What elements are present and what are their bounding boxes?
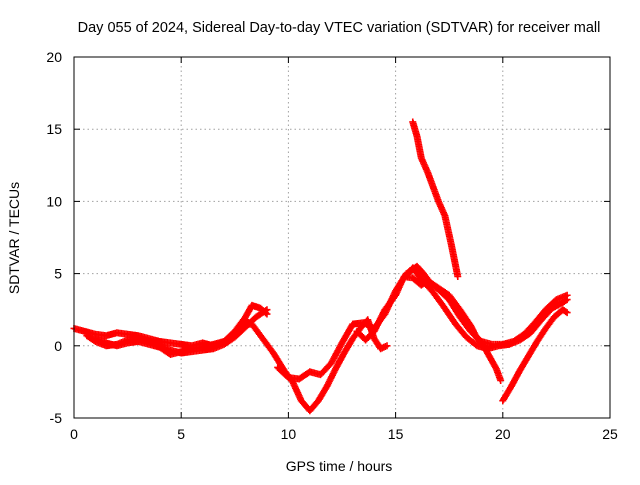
series-arc-3 — [91, 316, 254, 358]
data-point — [245, 319, 253, 327]
data-point — [383, 342, 391, 350]
data-point — [562, 297, 570, 305]
x-axis-label: GPS time / hours — [286, 458, 393, 474]
y-tick-label: -5 — [50, 410, 63, 426]
data-point — [563, 296, 571, 304]
ticks: 0 5 10 15 20 25 -5 0 5 10 15 20 — [46, 49, 618, 442]
x-tick-label: 5 — [177, 426, 185, 442]
x-tick-label: 25 — [602, 426, 618, 442]
y-tick-label: 10 — [46, 193, 62, 209]
data-point — [562, 308, 570, 316]
y-tick-label: 5 — [54, 266, 62, 282]
data-point — [262, 307, 270, 315]
data-point — [497, 376, 505, 384]
grid — [74, 57, 610, 418]
y-tick-label: 0 — [54, 338, 62, 354]
series-arc-7 — [400, 272, 505, 384]
x-tick-label: 15 — [388, 426, 404, 442]
y-axis-label: SDTVAR / TECUs — [6, 182, 22, 294]
x-tick-label: 10 — [281, 426, 297, 442]
x-tick-label: 20 — [495, 426, 511, 442]
plot-frame — [73, 56, 611, 419]
data-point — [563, 309, 571, 317]
y-tick-label: 15 — [46, 121, 62, 137]
y-tick-label: 20 — [46, 49, 62, 65]
data-layer — [70, 118, 571, 415]
data-point — [263, 306, 271, 314]
chart-title: Day 055 of 2024, Sidereal Day-to-day VTE… — [78, 20, 601, 36]
series-arc-9 — [499, 306, 571, 405]
data-point — [454, 272, 462, 280]
series-arc-8 — [409, 118, 462, 280]
x-tick-label: 0 — [70, 426, 78, 442]
